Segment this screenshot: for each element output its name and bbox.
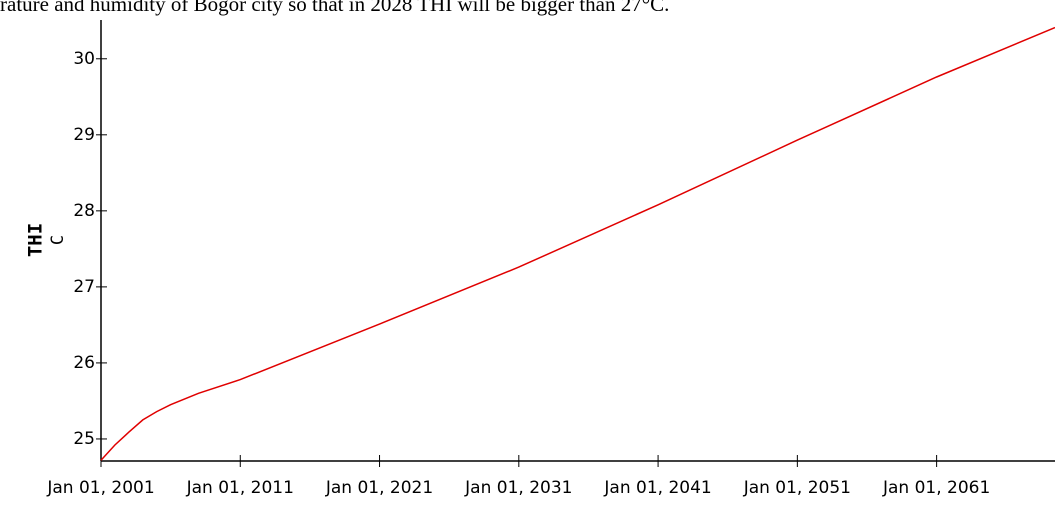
y-tick-label: 26 [73, 353, 95, 373]
x-tick-label: Jan 01, 2061 [882, 478, 990, 498]
y-axis-label: THI [25, 223, 47, 257]
y-tick-label: 25 [73, 429, 95, 449]
x-tick-label: Jan 01, 2021 [325, 478, 433, 498]
x-tick-label: Jan 01, 2031 [464, 478, 572, 498]
x-tick-label: Jan 01, 2041 [603, 478, 711, 498]
line [100, 26, 1055, 461]
x-tick-label: Jan 01, 2001 [46, 478, 154, 498]
y-axis-unit: C [48, 235, 68, 245]
x-tick-label: Jan 01, 2011 [186, 478, 294, 498]
y-tick-label: 30 [73, 49, 95, 69]
caption: rature and humidity of Bogor city so tha… [0, 0, 669, 16]
y-tick-label: 29 [73, 125, 95, 145]
y-tick-label: 27 [73, 277, 95, 297]
x-tick-label: Jan 01, 2051 [743, 478, 851, 498]
y-tick-label: 28 [73, 201, 95, 221]
